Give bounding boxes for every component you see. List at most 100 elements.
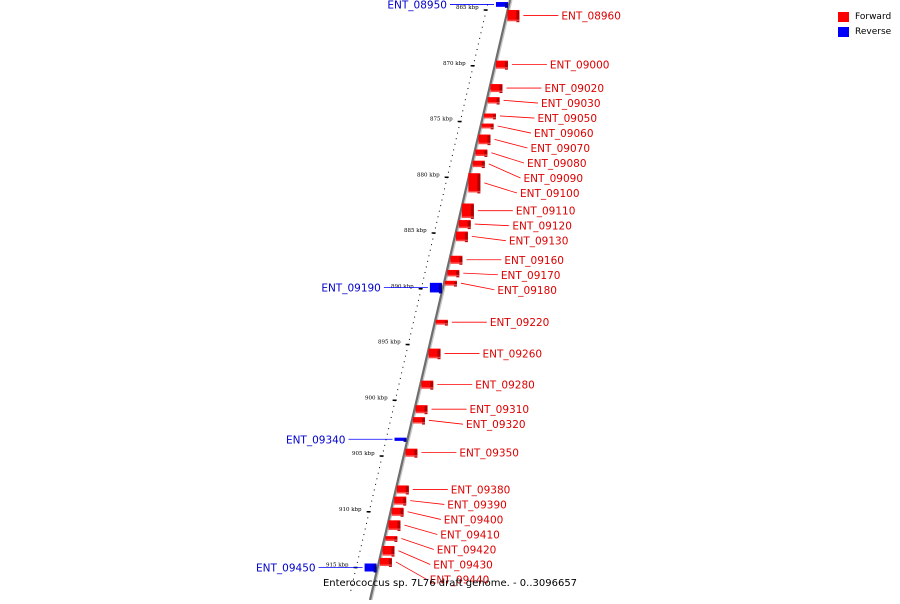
scale-dot: [375, 483, 377, 485]
scale-dot: [384, 444, 386, 446]
scale-dot: [393, 405, 395, 407]
scale-dot: [352, 578, 354, 580]
gene-label: ENT_09160: [504, 255, 564, 267]
scale-dot: [411, 327, 413, 329]
scale-dot: [453, 149, 455, 151]
scale-tick-label: 900 kbp: [365, 395, 388, 401]
gene-block: [487, 97, 500, 104]
scale-dot: [354, 573, 356, 575]
scale-dot: [467, 88, 469, 90]
gene-block-base: [415, 411, 428, 414]
gene-block-base: [495, 67, 508, 69]
scale-tick-label: 895 kbp: [378, 340, 401, 346]
scale-tick-label: 875 kbp: [430, 117, 453, 123]
gene-label: ENT_09410: [440, 529, 500, 541]
backbone-line: [368, 0, 512, 601]
gene-block: [405, 448, 418, 457]
gene-block: [444, 280, 457, 286]
gene-block-side: [405, 486, 409, 495]
scale-dot: [429, 249, 431, 251]
gene-block-base: [421, 387, 434, 389]
gene-label: ENT_09070: [530, 143, 590, 155]
gene-label: ENT_09050: [537, 113, 597, 125]
scale-dot: [481, 26, 483, 28]
gene-block: [481, 123, 494, 129]
scale-dot: [364, 528, 366, 530]
scale-dot: [388, 428, 390, 430]
gene-block-base: [385, 539, 398, 541]
scale-dot: [473, 60, 475, 62]
scale-tick-label: 910 kbp: [339, 507, 362, 513]
gene-block: [394, 496, 407, 505]
scale-dot: [450, 160, 452, 162]
scale-dot: [398, 383, 400, 385]
legend-forward-label: Forward: [855, 11, 892, 22]
forward-swatch: [838, 11, 849, 22]
scale-dot: [358, 556, 360, 558]
scale-dot: [444, 188, 446, 190]
gene-block: [450, 255, 463, 264]
gene-block: [495, 60, 508, 69]
scale-dot: [428, 255, 430, 257]
scale-dot: [421, 283, 423, 285]
scale-dot: [445, 182, 447, 184]
gene-block: [507, 9, 520, 22]
gene-label: ENT_09440: [430, 574, 490, 586]
scale-dot: [389, 422, 391, 424]
gene-block-side: [403, 497, 407, 506]
gene-block-side: [373, 564, 377, 573]
scale-dot: [464, 99, 466, 101]
scale-dot: [406, 350, 408, 352]
gene-block-side: [403, 438, 407, 442]
gene-block-base: [435, 323, 448, 325]
gene-block: [472, 160, 485, 168]
gene-leader-line: [488, 163, 521, 179]
scale-dot: [359, 550, 361, 552]
gene-block: [478, 134, 491, 145]
gene-block: [394, 437, 407, 441]
scale-dot: [350, 589, 352, 591]
gene-leader-line: [407, 511, 441, 520]
gene-label: ENT_09400: [444, 514, 504, 526]
scale-dot: [365, 522, 367, 524]
scale-dot: [475, 54, 477, 56]
gene-block: [435, 319, 448, 325]
scale-dot: [427, 260, 429, 262]
scale-tick-label: 905 kbp: [352, 451, 375, 457]
gene-block-side: [499, 85, 503, 94]
gene-block-base: [490, 90, 503, 93]
scale-dot: [385, 439, 387, 441]
scale-dot: [457, 132, 459, 134]
scale-dot: [476, 49, 478, 51]
scale-dot: [369, 506, 371, 508]
gene-block: [388, 520, 401, 530]
gene-block-side: [467, 221, 471, 230]
gene-block-base: [412, 422, 425, 424]
gene-block-side: [391, 546, 395, 557]
gene-block-base: [444, 284, 457, 286]
gene-label: ENT_09260: [483, 348, 543, 360]
gene-block-side: [400, 508, 404, 517]
gene-block-base: [447, 274, 460, 277]
scale-dot: [466, 93, 468, 95]
scale-dot: [458, 127, 460, 129]
legend-reverse-label: Reverse: [855, 26, 892, 37]
gene-block-side: [397, 521, 401, 531]
genome-caption: Enterococcus sp. 7L76 draft genome. - 0.…: [322, 578, 578, 589]
gene-block-base: [382, 554, 395, 556]
gene-block-side: [464, 232, 468, 243]
scale-dot: [402, 366, 404, 368]
gene-block: [447, 269, 460, 277]
gene-label: ENT_09220: [490, 317, 550, 329]
gene-label: ENT_09080: [527, 158, 587, 170]
scale-dot: [424, 272, 426, 274]
gene-leader-line: [398, 550, 431, 565]
gene-label: ENT_09190: [321, 283, 381, 295]
scale-dot: [372, 495, 374, 497]
gene-block-side: [504, 3, 508, 8]
scale-dot: [432, 238, 434, 240]
gene-block: [428, 348, 441, 359]
gene-block-base: [379, 564, 392, 566]
scale-dot: [378, 467, 380, 469]
gene-label: ENT_09110: [516, 206, 576, 218]
